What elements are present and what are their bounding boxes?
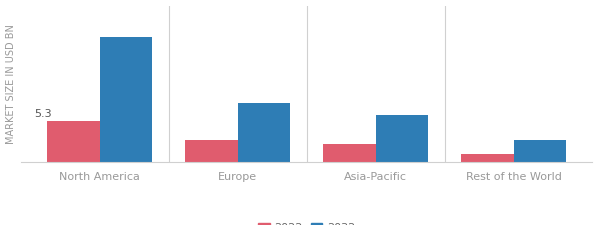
Bar xyxy=(185,140,238,162)
Text: 5.3: 5.3 xyxy=(34,109,52,119)
Bar xyxy=(100,37,152,162)
Legend: 2022, 2032: 2022, 2032 xyxy=(254,218,359,225)
Bar xyxy=(238,103,290,162)
Y-axis label: MARKET SIZE IN USD BN: MARKET SIZE IN USD BN xyxy=(5,24,16,144)
Bar xyxy=(47,121,100,162)
Bar xyxy=(376,115,428,162)
Bar xyxy=(324,144,376,162)
Bar xyxy=(462,154,514,162)
Bar xyxy=(514,140,566,162)
